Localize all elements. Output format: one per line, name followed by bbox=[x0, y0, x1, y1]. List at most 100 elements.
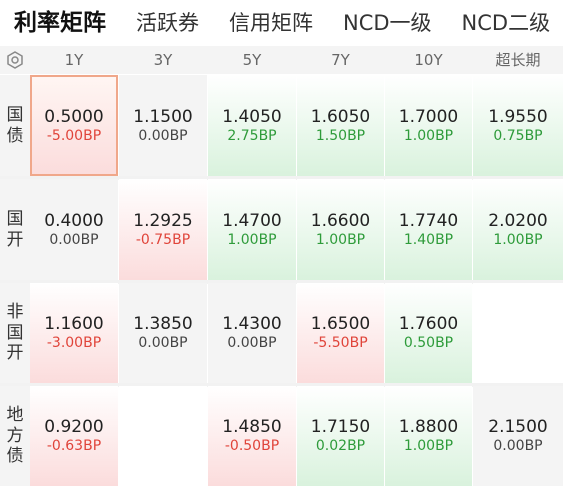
row-label-char: 开 bbox=[6, 229, 24, 250]
yield-value: 1.4300 bbox=[222, 314, 282, 334]
row-label-char: 债 bbox=[6, 446, 24, 467]
yield-value: 1.4700 bbox=[222, 210, 282, 231]
column-header-1y: 1Y bbox=[64, 51, 84, 69]
row-divider bbox=[0, 280, 563, 284]
change-value: -0.50BP bbox=[224, 438, 280, 454]
change-value: -5.50BP bbox=[313, 335, 368, 351]
rate-cell[interactable]: 1.6600 1.00BP bbox=[297, 179, 384, 280]
change-value: 0.75BP bbox=[493, 127, 543, 144]
change-value: 1.00BP bbox=[493, 231, 543, 248]
yield-value: 0.9200 bbox=[44, 417, 104, 437]
change-value: 0.00BP bbox=[49, 231, 99, 248]
rate-cell[interactable]: 1.4300 0.00BP bbox=[208, 283, 296, 383]
matrix-tabs: 利率矩阵 活跃券 信用矩阵 NCD一级 NCD二级 bbox=[0, 0, 563, 46]
row-label-char: 国 bbox=[6, 322, 24, 343]
rate-cell[interactable]: 1.3850 0.00BP bbox=[119, 283, 207, 383]
yield-value: 1.1500 bbox=[133, 106, 193, 127]
change-value: -5.00BP bbox=[46, 127, 102, 144]
change-value: 1.00BP bbox=[403, 127, 454, 144]
change-value: -0.75BP bbox=[135, 231, 191, 248]
column-header-10y: 10Y bbox=[414, 51, 443, 69]
rate-cell[interactable]: 0.4000 0.00BP bbox=[30, 179, 118, 280]
rate-cell[interactable]: 0.9200 -0.63BP bbox=[30, 386, 118, 486]
rate-cell[interactable]: 1.2925 -0.75BP bbox=[119, 179, 207, 280]
change-value: 1.00BP bbox=[227, 231, 277, 248]
row-label-2: 国开 bbox=[0, 179, 30, 280]
yield-value: 1.4850 bbox=[222, 417, 282, 437]
change-value: -3.00BP bbox=[46, 335, 102, 351]
settings-icon[interactable] bbox=[0, 46, 30, 74]
row-label-char: 开 bbox=[6, 343, 24, 364]
rate-cell[interactable]: 1.7600 0.50BP bbox=[385, 283, 472, 383]
empty-cell bbox=[473, 283, 563, 383]
change-value: 1.50BP bbox=[315, 127, 366, 144]
rate-cell[interactable]: 2.0200 1.00BP bbox=[473, 179, 563, 280]
column-header-5y: 5Y bbox=[242, 51, 262, 69]
tab-5[interactable]: NCD二级 bbox=[461, 11, 551, 35]
change-value: 1.00BP bbox=[403, 438, 454, 454]
rate-cell[interactable]: 1.1600 -3.00BP bbox=[30, 283, 118, 383]
row-label-3: 非国开 bbox=[0, 283, 30, 383]
row-label-char: 地 bbox=[6, 405, 24, 426]
row-label-char: 非 bbox=[6, 302, 24, 323]
yield-value: 1.4050 bbox=[222, 106, 282, 127]
change-value: 0.00BP bbox=[138, 127, 188, 144]
yield-value: 1.8800 bbox=[398, 417, 459, 437]
yield-value: 1.6050 bbox=[310, 106, 371, 127]
yield-value: 1.6500 bbox=[310, 314, 371, 334]
rate-cell[interactable]: 1.4700 1.00BP bbox=[208, 179, 296, 280]
rate-cell[interactable]: 1.7150 0.02BP bbox=[297, 386, 384, 486]
row-divider bbox=[0, 383, 563, 387]
change-value: 0.02BP bbox=[315, 438, 366, 454]
rate-cell[interactable]: 1.4850 -0.50BP bbox=[208, 386, 296, 486]
column-header-超长期: 超长期 bbox=[495, 51, 541, 69]
change-value: 1.00BP bbox=[315, 231, 366, 248]
row-divider bbox=[0, 176, 563, 180]
change-value: 0.00BP bbox=[493, 438, 543, 454]
yield-value: 1.3850 bbox=[133, 314, 193, 334]
rate-cell[interactable]: 2.1500 0.00BP bbox=[473, 386, 563, 486]
rate-cell[interactable]: 1.7740 1.40BP bbox=[385, 179, 472, 280]
row-label-1: 国债 bbox=[0, 75, 30, 176]
tab-1[interactable]: 利率矩阵 bbox=[14, 10, 106, 36]
change-value: -0.63BP bbox=[46, 438, 102, 454]
yield-value: 2.0200 bbox=[488, 210, 548, 231]
yield-value: 1.9550 bbox=[488, 106, 548, 127]
yield-value: 0.4000 bbox=[44, 210, 104, 231]
row-label-char: 国 bbox=[6, 105, 24, 126]
rate-cell[interactable]: 1.9550 0.75BP bbox=[473, 75, 563, 176]
rate-cell[interactable]: 1.7000 1.00BP bbox=[385, 75, 472, 176]
empty-cell bbox=[119, 386, 207, 486]
rate-cell[interactable]: 1.1500 0.00BP bbox=[119, 75, 207, 176]
yield-value: 1.1600 bbox=[44, 314, 104, 334]
tab-4[interactable]: NCD一级 bbox=[343, 11, 432, 35]
row-label-char: 国 bbox=[6, 209, 24, 230]
yield-value: 1.7600 bbox=[398, 314, 459, 334]
change-value: 1.40BP bbox=[403, 231, 454, 248]
row-label-4: 地方债 bbox=[0, 386, 30, 486]
yield-value: 2.1500 bbox=[488, 417, 548, 437]
column-header-3y: 3Y bbox=[153, 51, 173, 69]
change-value: 0.50BP bbox=[403, 335, 454, 351]
rate-cell[interactable]: 1.8800 1.00BP bbox=[385, 386, 472, 486]
rate-cell[interactable]: 1.6500 -5.50BP bbox=[297, 283, 384, 383]
column-header-7y: 7Y bbox=[331, 51, 350, 69]
change-value: 0.00BP bbox=[227, 335, 277, 351]
yield-value: 1.7740 bbox=[398, 210, 459, 231]
yield-value: 1.7150 bbox=[310, 417, 371, 437]
rate-cell[interactable]: 1.6050 1.50BP bbox=[297, 75, 384, 176]
rate-matrix: 1Y 3Y 5Y 7Y 10Y 超长期 国债 0.5000 -5.00BP 1.1500 0.00… bbox=[0, 46, 563, 500]
rate-cell[interactable]: 0.5000 -5.00BP bbox=[30, 75, 118, 176]
yield-value: 1.7000 bbox=[398, 106, 459, 127]
tab-3[interactable]: 信用矩阵 bbox=[229, 11, 313, 35]
change-value: 2.75BP bbox=[227, 127, 277, 144]
tab-2[interactable]: 活跃券 bbox=[136, 11, 199, 35]
row-label-char: 债 bbox=[6, 125, 24, 146]
yield-value: 1.6600 bbox=[310, 210, 371, 231]
yield-value: 1.2925 bbox=[133, 210, 193, 231]
yield-value: 0.5000 bbox=[44, 106, 104, 127]
row-label-char: 方 bbox=[6, 425, 24, 446]
change-value: 0.00BP bbox=[138, 335, 188, 351]
column-header: 1Y 3Y 5Y 7Y 10Y 超长期 bbox=[0, 46, 563, 74]
rate-cell[interactable]: 1.4050 2.75BP bbox=[208, 75, 296, 176]
